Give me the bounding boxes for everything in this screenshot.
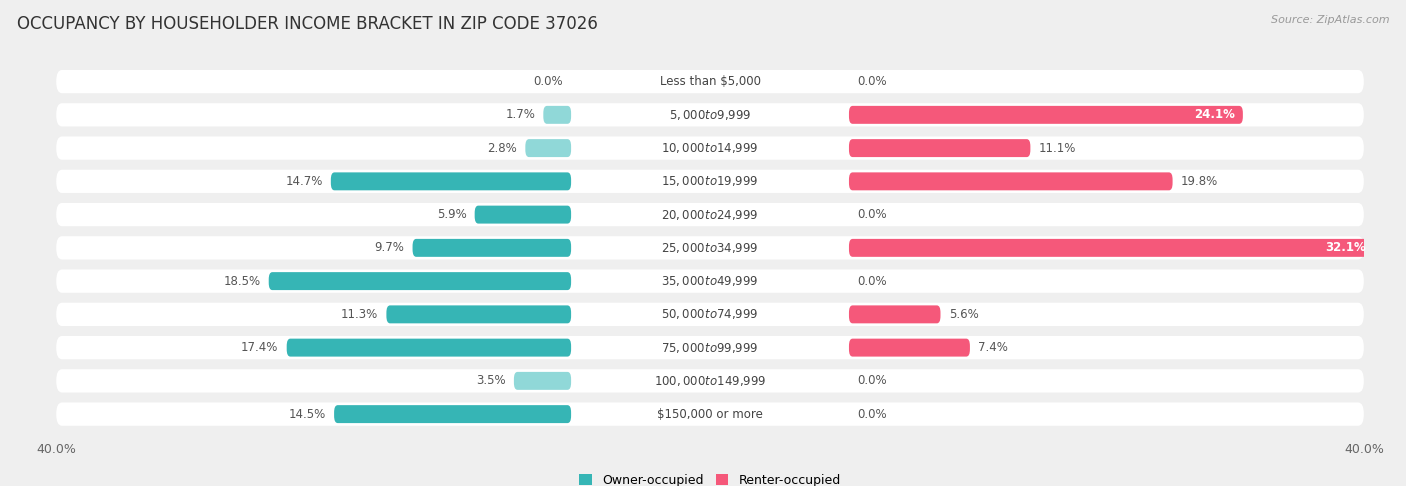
FancyBboxPatch shape: [412, 239, 571, 257]
FancyBboxPatch shape: [849, 339, 970, 357]
FancyBboxPatch shape: [56, 70, 1364, 93]
FancyBboxPatch shape: [849, 239, 1374, 257]
FancyBboxPatch shape: [526, 139, 571, 157]
FancyBboxPatch shape: [56, 170, 1364, 193]
FancyBboxPatch shape: [56, 269, 1364, 293]
Text: 18.5%: 18.5%: [224, 275, 260, 288]
Text: 0.0%: 0.0%: [858, 208, 887, 221]
Text: 3.5%: 3.5%: [477, 374, 506, 387]
FancyBboxPatch shape: [56, 236, 1364, 260]
Text: $25,000 to $34,999: $25,000 to $34,999: [661, 241, 759, 255]
Text: 0.0%: 0.0%: [533, 75, 562, 88]
FancyBboxPatch shape: [56, 137, 1364, 160]
Text: 2.8%: 2.8%: [488, 141, 517, 155]
Text: 11.1%: 11.1%: [1039, 141, 1076, 155]
FancyBboxPatch shape: [330, 173, 571, 191]
FancyBboxPatch shape: [849, 106, 1243, 124]
FancyBboxPatch shape: [849, 305, 941, 323]
Text: 0.0%: 0.0%: [858, 75, 887, 88]
Text: $35,000 to $49,999: $35,000 to $49,999: [661, 274, 759, 288]
FancyBboxPatch shape: [56, 203, 1364, 226]
FancyBboxPatch shape: [515, 372, 571, 390]
Text: $50,000 to $74,999: $50,000 to $74,999: [661, 307, 759, 321]
FancyBboxPatch shape: [287, 339, 571, 357]
Text: 19.8%: 19.8%: [1181, 175, 1218, 188]
Text: 0.0%: 0.0%: [858, 408, 887, 420]
Text: $150,000 or more: $150,000 or more: [657, 408, 763, 420]
FancyBboxPatch shape: [56, 369, 1364, 393]
Text: 5.9%: 5.9%: [437, 208, 467, 221]
Text: $15,000 to $19,999: $15,000 to $19,999: [661, 174, 759, 189]
Text: $10,000 to $14,999: $10,000 to $14,999: [661, 141, 759, 155]
Text: 14.7%: 14.7%: [285, 175, 322, 188]
Text: 14.5%: 14.5%: [288, 408, 326, 420]
Text: 5.6%: 5.6%: [949, 308, 979, 321]
Text: 7.4%: 7.4%: [979, 341, 1008, 354]
Text: 9.7%: 9.7%: [374, 242, 405, 254]
Text: $5,000 to $9,999: $5,000 to $9,999: [669, 108, 751, 122]
Text: Source: ZipAtlas.com: Source: ZipAtlas.com: [1271, 15, 1389, 25]
Text: OCCUPANCY BY HOUSEHOLDER INCOME BRACKET IN ZIP CODE 37026: OCCUPANCY BY HOUSEHOLDER INCOME BRACKET …: [17, 15, 598, 33]
FancyBboxPatch shape: [849, 173, 1173, 191]
FancyBboxPatch shape: [56, 402, 1364, 426]
Legend: Owner-occupied, Renter-occupied: Owner-occupied, Renter-occupied: [575, 469, 845, 486]
FancyBboxPatch shape: [56, 336, 1364, 359]
FancyBboxPatch shape: [543, 106, 571, 124]
Text: 17.4%: 17.4%: [242, 341, 278, 354]
Text: 1.7%: 1.7%: [505, 108, 536, 122]
FancyBboxPatch shape: [387, 305, 571, 323]
Text: $75,000 to $99,999: $75,000 to $99,999: [661, 341, 759, 355]
Text: $100,000 to $149,999: $100,000 to $149,999: [654, 374, 766, 388]
FancyBboxPatch shape: [56, 103, 1364, 126]
FancyBboxPatch shape: [269, 272, 571, 290]
Text: 24.1%: 24.1%: [1194, 108, 1234, 122]
Text: $20,000 to $24,999: $20,000 to $24,999: [661, 208, 759, 222]
Text: Less than $5,000: Less than $5,000: [659, 75, 761, 88]
FancyBboxPatch shape: [849, 139, 1031, 157]
Text: 32.1%: 32.1%: [1324, 242, 1365, 254]
FancyBboxPatch shape: [56, 303, 1364, 326]
Text: 11.3%: 11.3%: [342, 308, 378, 321]
FancyBboxPatch shape: [475, 206, 571, 224]
FancyBboxPatch shape: [335, 405, 571, 423]
Text: 0.0%: 0.0%: [858, 374, 887, 387]
Text: 0.0%: 0.0%: [858, 275, 887, 288]
